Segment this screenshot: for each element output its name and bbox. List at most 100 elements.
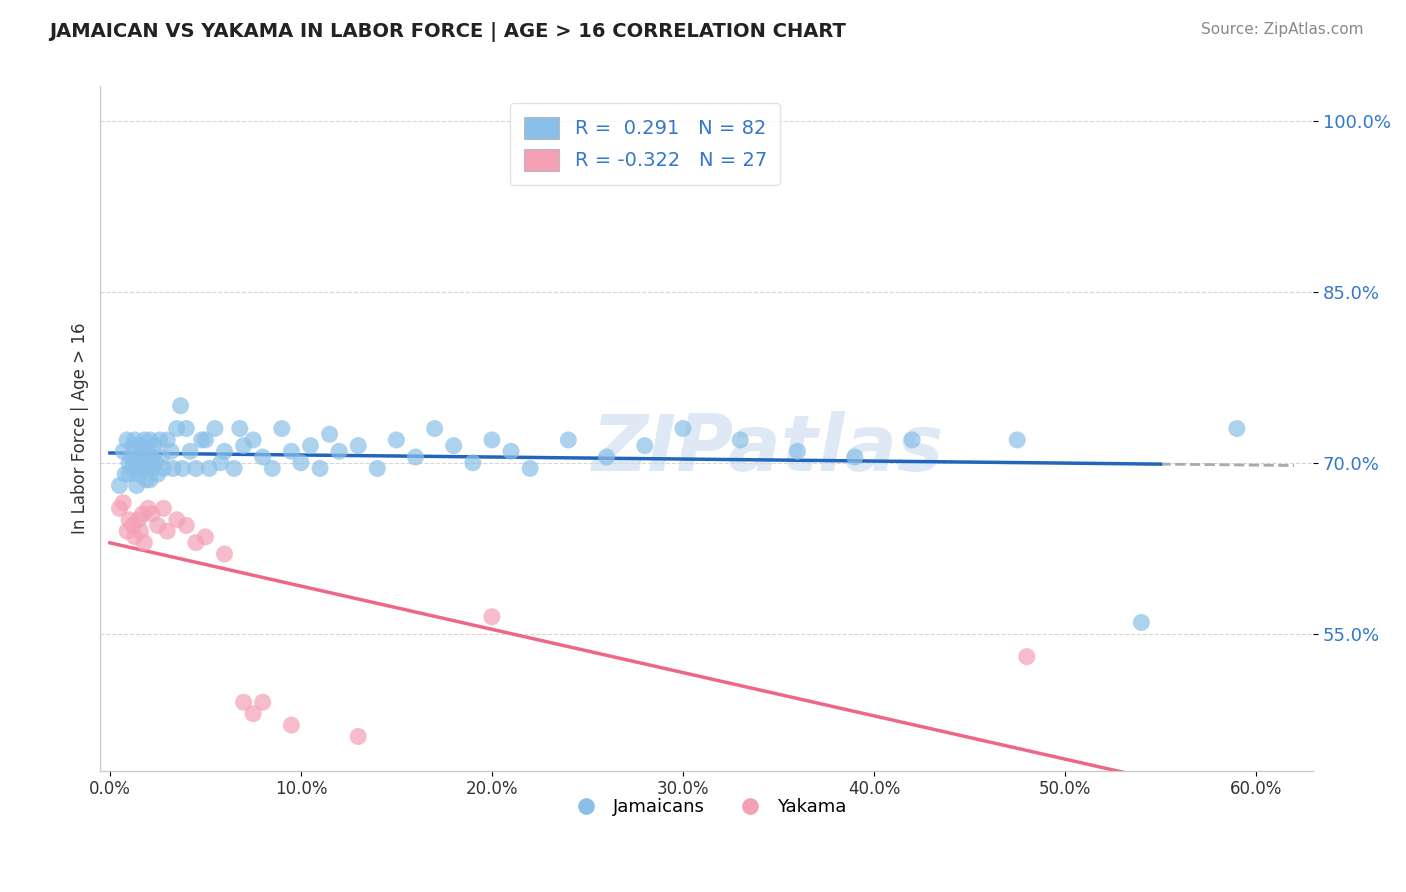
Point	[443, 439, 465, 453]
Point	[385, 433, 408, 447]
Point	[299, 439, 322, 453]
Point	[129, 461, 152, 475]
Point	[176, 518, 198, 533]
Point	[125, 478, 148, 492]
Point	[121, 461, 143, 475]
Point	[166, 513, 188, 527]
Point	[136, 501, 159, 516]
Point	[134, 433, 156, 447]
Point	[169, 399, 191, 413]
Point	[595, 450, 617, 464]
Point	[309, 461, 332, 475]
Point	[118, 467, 141, 482]
Point	[242, 433, 264, 447]
Point	[160, 444, 183, 458]
Point	[108, 501, 131, 516]
Point	[134, 535, 156, 549]
Point	[232, 439, 254, 453]
Point	[214, 444, 236, 458]
Point	[118, 513, 141, 527]
Point	[461, 456, 484, 470]
Point	[128, 450, 150, 464]
Point	[328, 444, 350, 458]
Point	[194, 530, 217, 544]
Y-axis label: In Labor Force | Age > 16: In Labor Force | Age > 16	[72, 323, 89, 534]
Point	[214, 547, 236, 561]
Point	[162, 461, 184, 475]
Point	[204, 421, 226, 435]
Point	[499, 444, 522, 458]
Point	[242, 706, 264, 721]
Point	[124, 456, 146, 470]
Point	[184, 461, 207, 475]
Point	[222, 461, 245, 475]
Text: JAMAICAN VS YAKAMA IN LABOR FORCE | AGE > 16 CORRELATION CHART: JAMAICAN VS YAKAMA IN LABOR FORCE | AGE …	[49, 22, 846, 42]
Point	[481, 433, 503, 447]
Point	[290, 456, 312, 470]
Point	[786, 444, 808, 458]
Text: ZIPatlas: ZIPatlas	[592, 411, 943, 487]
Point	[152, 501, 174, 516]
Point	[131, 456, 153, 470]
Point	[190, 433, 212, 447]
Point	[114, 467, 136, 482]
Point	[280, 444, 302, 458]
Point	[1005, 433, 1028, 447]
Point	[366, 461, 388, 475]
Point	[270, 421, 292, 435]
Point	[120, 450, 142, 464]
Point	[124, 433, 146, 447]
Point	[672, 421, 695, 435]
Point	[128, 513, 150, 527]
Point	[179, 444, 201, 458]
Point	[901, 433, 924, 447]
Point	[280, 718, 302, 732]
Point	[194, 433, 217, 447]
Point	[728, 433, 751, 447]
Text: Source: ZipAtlas.com: Source: ZipAtlas.com	[1201, 22, 1364, 37]
Point	[156, 433, 179, 447]
Point	[229, 421, 252, 435]
Point	[262, 461, 284, 475]
Point	[347, 439, 370, 453]
Point	[634, 439, 657, 453]
Point	[156, 524, 179, 538]
Point	[176, 421, 198, 435]
Point	[481, 609, 503, 624]
Point	[405, 450, 427, 464]
Point	[135, 473, 157, 487]
Point	[129, 439, 152, 453]
Point	[139, 473, 162, 487]
Point	[1226, 421, 1249, 435]
Point	[519, 461, 541, 475]
Point	[139, 433, 162, 447]
Point	[136, 444, 159, 458]
Point	[121, 439, 143, 453]
Point	[844, 450, 866, 464]
Point	[108, 478, 131, 492]
Point	[128, 467, 150, 482]
Point	[141, 461, 163, 475]
Point	[118, 456, 141, 470]
Point	[252, 695, 274, 709]
Point	[252, 450, 274, 464]
Point	[423, 421, 446, 435]
Point	[141, 507, 163, 521]
Point	[131, 507, 153, 521]
Point	[146, 518, 169, 533]
Point	[131, 444, 153, 458]
Point	[148, 433, 170, 447]
Point	[121, 518, 143, 533]
Point	[209, 456, 232, 470]
Point	[318, 427, 340, 442]
Point	[145, 456, 167, 470]
Point	[1130, 615, 1153, 630]
Point	[557, 433, 579, 447]
Point	[172, 461, 194, 475]
Point	[134, 461, 156, 475]
Point	[141, 450, 163, 464]
Legend: Jamaicans, Yakama: Jamaicans, Yakama	[560, 791, 853, 823]
Point	[150, 450, 173, 464]
Point	[152, 461, 174, 475]
Point	[347, 730, 370, 744]
